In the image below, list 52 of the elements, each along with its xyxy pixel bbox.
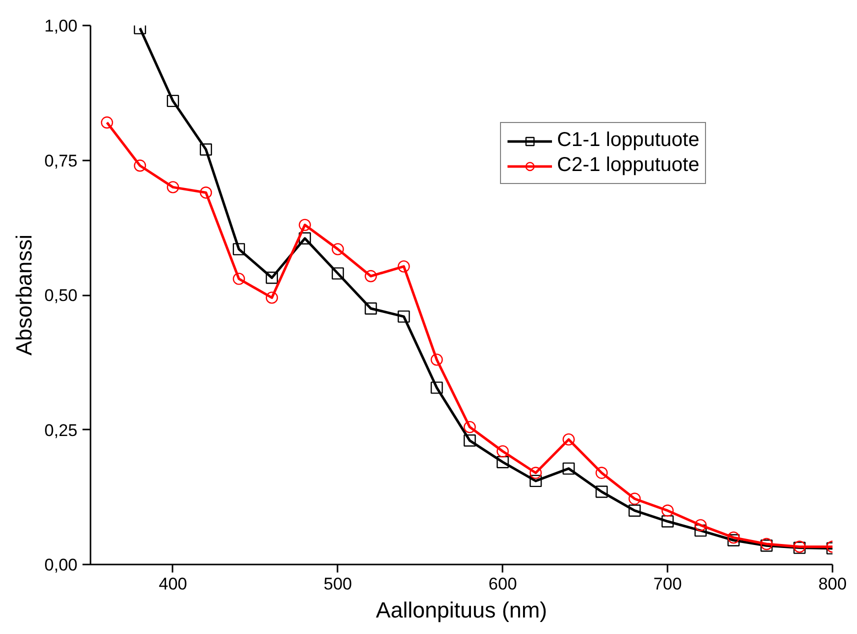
point bbox=[596, 486, 608, 498]
x-tick-label: 800 bbox=[818, 574, 847, 594]
point bbox=[200, 143, 212, 156]
point bbox=[530, 474, 542, 488]
point bbox=[134, 160, 146, 172]
x-tick-label: 500 bbox=[324, 574, 352, 594]
y-tick-label: 0,75 bbox=[44, 151, 78, 170]
point bbox=[332, 243, 344, 256]
point bbox=[298, 218, 311, 232]
y-axis-title: Absorbanssi bbox=[11, 234, 36, 356]
point bbox=[298, 232, 311, 245]
point bbox=[694, 519, 707, 532]
point bbox=[266, 272, 278, 284]
point bbox=[464, 420, 476, 434]
point bbox=[364, 302, 377, 315]
x-axis-title: Aallonpituus (nm) bbox=[376, 598, 548, 622]
point bbox=[166, 181, 180, 194]
point bbox=[496, 445, 509, 458]
point bbox=[496, 456, 509, 468]
point bbox=[332, 267, 344, 280]
y-tick-label: 0,50 bbox=[44, 286, 78, 305]
point bbox=[727, 531, 740, 544]
legend-label: C1-1 lopputuote bbox=[557, 129, 700, 152]
point bbox=[430, 354, 443, 366]
point bbox=[596, 466, 608, 479]
point bbox=[464, 434, 476, 447]
point bbox=[232, 272, 245, 285]
point bbox=[628, 492, 641, 505]
point bbox=[430, 382, 443, 394]
point bbox=[232, 243, 245, 256]
point bbox=[662, 515, 674, 528]
point bbox=[100, 116, 114, 129]
x-tick-label: 600 bbox=[488, 574, 517, 594]
x-tick-label: 400 bbox=[158, 574, 188, 594]
point bbox=[562, 462, 575, 475]
y-tick-label: 0,25 bbox=[44, 420, 78, 440]
point bbox=[398, 310, 410, 323]
point bbox=[628, 504, 641, 517]
point bbox=[364, 270, 377, 282]
x-tick-label: 700 bbox=[653, 574, 682, 594]
point bbox=[662, 504, 674, 517]
point bbox=[166, 94, 180, 108]
point bbox=[562, 433, 575, 446]
point bbox=[398, 260, 410, 273]
point bbox=[530, 466, 542, 479]
legend-label: C2-1 lopputuote bbox=[557, 154, 700, 177]
point bbox=[200, 186, 212, 199]
point bbox=[266, 292, 278, 304]
point bbox=[694, 524, 707, 537]
y-tick-label: 0,00 bbox=[44, 556, 78, 574]
point bbox=[727, 534, 740, 546]
y-tick-label: 1,00 bbox=[44, 16, 78, 36]
